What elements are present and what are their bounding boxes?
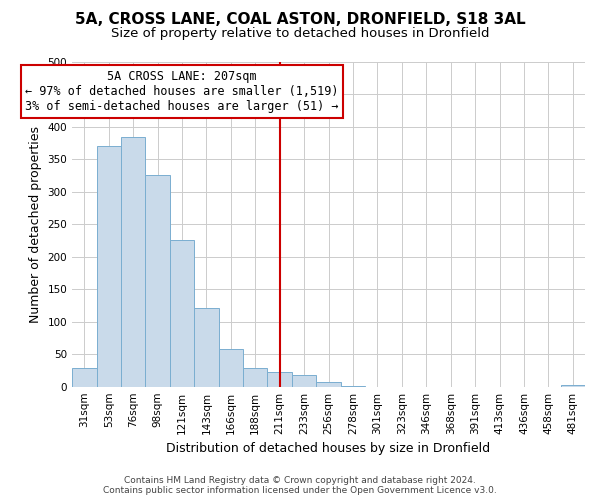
Bar xyxy=(121,137,145,386)
Bar xyxy=(97,146,121,386)
Bar xyxy=(316,382,341,386)
Bar xyxy=(72,368,97,386)
Y-axis label: Number of detached properties: Number of detached properties xyxy=(29,126,42,322)
Bar xyxy=(292,375,316,386)
Text: Size of property relative to detached houses in Dronfield: Size of property relative to detached ho… xyxy=(111,28,489,40)
Bar xyxy=(243,368,268,386)
Text: Contains HM Land Registry data © Crown copyright and database right 2024.
Contai: Contains HM Land Registry data © Crown c… xyxy=(103,476,497,495)
Bar xyxy=(560,384,585,386)
Text: 5A, CROSS LANE, COAL ASTON, DRONFIELD, S18 3AL: 5A, CROSS LANE, COAL ASTON, DRONFIELD, S… xyxy=(74,12,526,28)
X-axis label: Distribution of detached houses by size in Dronfield: Distribution of detached houses by size … xyxy=(166,442,491,455)
Bar xyxy=(218,349,243,387)
Bar xyxy=(145,176,170,386)
Bar xyxy=(170,240,194,386)
Text: 5A CROSS LANE: 207sqm
← 97% of detached houses are smaller (1,519)
3% of semi-de: 5A CROSS LANE: 207sqm ← 97% of detached … xyxy=(25,70,339,113)
Bar xyxy=(194,308,218,386)
Bar xyxy=(268,372,292,386)
